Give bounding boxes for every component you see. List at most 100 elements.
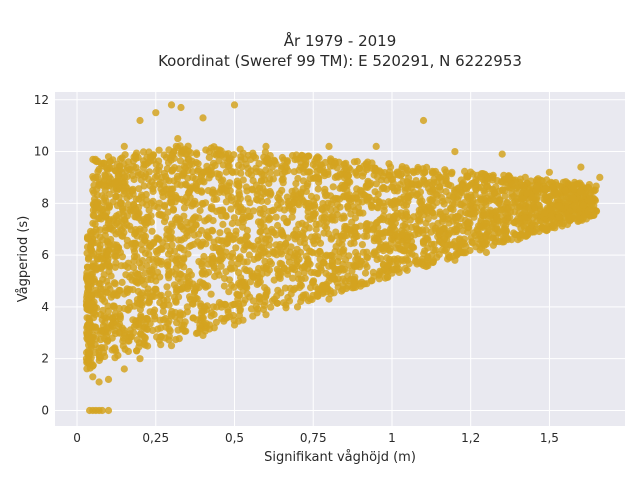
scatter-point xyxy=(596,173,604,181)
scatter-point xyxy=(276,240,284,249)
scatter-point xyxy=(489,176,497,184)
scatter-point xyxy=(209,188,217,196)
scatter-point xyxy=(180,204,189,212)
scatter-point xyxy=(267,303,275,311)
scatter-point xyxy=(314,174,322,182)
scatter-point xyxy=(89,361,97,369)
scatter-point xyxy=(255,160,263,168)
scatter-point xyxy=(120,365,128,373)
scatter-point xyxy=(126,222,134,230)
scatter-point xyxy=(358,241,366,249)
scatter-point xyxy=(518,195,526,203)
scatter-point xyxy=(279,232,287,240)
scatter-point xyxy=(121,178,129,186)
scatter-point xyxy=(295,201,303,209)
x-tick-label: 1 xyxy=(388,431,396,445)
scatter-point xyxy=(151,173,159,181)
scatter-point xyxy=(132,195,140,203)
scatter-point xyxy=(155,246,163,254)
scatter-point xyxy=(467,191,475,199)
scatter-point xyxy=(493,216,501,224)
scatter-point xyxy=(133,299,141,307)
scatter-point xyxy=(347,210,355,218)
y-tick-label: 12 xyxy=(34,93,49,107)
scatter-point xyxy=(95,181,103,189)
scatter-point xyxy=(163,242,171,250)
scatter-point xyxy=(90,250,98,258)
scatter-point xyxy=(343,172,351,180)
scatter-point xyxy=(476,246,484,254)
scatter-point xyxy=(429,257,438,265)
scatter-point xyxy=(199,238,207,246)
scatter-point xyxy=(266,257,274,266)
x-tick-label: 0 xyxy=(73,431,81,445)
scatter-point xyxy=(339,266,347,274)
scatter-point xyxy=(328,259,337,267)
scatter-point xyxy=(333,195,341,203)
scatter-point xyxy=(203,215,211,224)
scatter-point xyxy=(332,228,340,236)
scatter-point xyxy=(130,263,138,271)
scatter-point xyxy=(258,234,266,242)
scatter-point xyxy=(547,212,555,220)
scatter-point xyxy=(302,244,311,252)
scatter-point xyxy=(204,268,213,276)
scatter-point xyxy=(254,305,262,313)
scatter-point xyxy=(244,195,252,203)
scatter-point xyxy=(291,186,299,194)
scatter-point xyxy=(84,235,92,243)
scatter-point xyxy=(199,314,207,322)
scatter-point xyxy=(119,337,127,345)
scatter-point xyxy=(114,217,122,225)
scatter-point xyxy=(375,199,384,207)
scatter-point xyxy=(101,231,109,239)
scatter-point xyxy=(102,172,110,180)
scatter-point xyxy=(230,101,239,109)
scatter-point xyxy=(204,228,212,236)
scatter-point xyxy=(249,273,257,281)
scatter-point xyxy=(123,173,131,181)
scatter-point xyxy=(309,160,317,169)
scatter-point xyxy=(292,180,300,188)
scatter-point xyxy=(180,254,188,262)
scatter-point xyxy=(249,297,257,305)
scatter-point xyxy=(166,235,174,243)
scatter-point xyxy=(99,306,107,314)
scatter-point xyxy=(88,292,96,300)
scatter-point xyxy=(194,166,203,174)
scatter-point xyxy=(564,214,572,222)
scatter-point xyxy=(192,221,200,229)
scatter-point xyxy=(123,212,132,220)
scatter-point xyxy=(306,168,314,176)
scatter-point xyxy=(131,213,139,221)
scatter-point xyxy=(198,262,206,271)
scatter-point xyxy=(164,208,172,216)
scatter-point xyxy=(404,194,412,202)
scatter-point xyxy=(532,187,541,195)
scatter-point xyxy=(287,243,295,251)
scatter-point xyxy=(314,233,322,241)
scatter-point xyxy=(477,194,485,202)
scatter-point xyxy=(104,153,113,161)
scatter-point xyxy=(243,238,251,247)
scatter-point xyxy=(240,246,248,254)
scatter-point xyxy=(123,194,131,202)
scatter-point xyxy=(136,225,144,233)
scatter-point xyxy=(395,265,403,273)
scatter-point xyxy=(251,245,259,253)
scatter-point xyxy=(435,173,443,181)
scatter-point xyxy=(105,190,113,198)
scatter-point xyxy=(143,315,151,323)
scatter-point xyxy=(493,197,501,205)
scatter-point xyxy=(320,172,329,180)
scatter-point xyxy=(442,174,450,182)
scatter-point xyxy=(293,251,302,259)
scatter-point xyxy=(217,147,225,155)
scatter-point xyxy=(163,283,171,291)
scatter-point xyxy=(116,313,124,321)
scatter-point xyxy=(153,256,161,264)
scatter-point xyxy=(378,214,386,223)
scatter-point xyxy=(314,185,322,193)
scatter-point xyxy=(539,220,547,228)
scatter-point xyxy=(138,191,146,199)
